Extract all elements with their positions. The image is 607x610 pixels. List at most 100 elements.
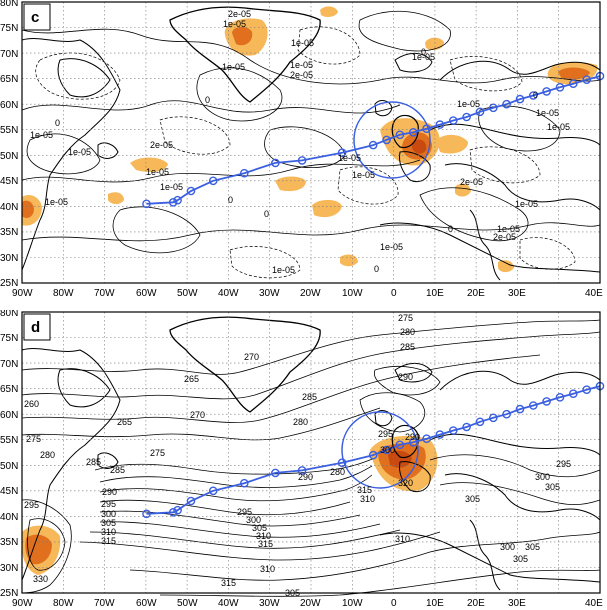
contour-label: 290 xyxy=(298,472,313,482)
y-tick-label: 65N xyxy=(0,384,18,395)
y-tick-label: 75N xyxy=(0,23,18,34)
panel-letter: d xyxy=(31,319,40,336)
storm-track-point xyxy=(448,426,458,435)
x-tick-label: 40E xyxy=(585,598,603,609)
panel-c-svg: 1e-05 2e-05 1e-05 1e-05 1e-05 2e-05 0 0 … xyxy=(0,0,605,299)
x-tick-label: 50W xyxy=(177,288,198,299)
storm-track-point xyxy=(337,458,347,467)
x-tick-label: 20W xyxy=(300,288,321,299)
storm-track-point xyxy=(271,158,280,168)
contour-label: 305 xyxy=(101,518,116,528)
storm-track-point xyxy=(422,434,431,443)
storm-track-point xyxy=(382,445,391,455)
contour-label: 1e-05 xyxy=(457,99,480,109)
x-tick-label: 20E xyxy=(467,288,485,299)
contour-label: 290 xyxy=(405,432,420,442)
y-tick-label: 80N xyxy=(0,0,18,9)
panel-letter: c xyxy=(31,9,39,26)
storm-track-point xyxy=(448,116,458,125)
contour-label: 1e-05 xyxy=(536,108,559,118)
y-tick-label: 25N xyxy=(0,278,18,289)
storm-track-point xyxy=(168,507,178,517)
contour-label: 2e-05 xyxy=(460,177,483,187)
contour-label: 1e-05 xyxy=(290,60,313,70)
y-tick-label: 75N xyxy=(0,333,18,344)
contour-label: 310 xyxy=(395,534,410,544)
y-tick-label: 70N xyxy=(0,359,18,370)
x-tick-label: 60W xyxy=(136,598,157,609)
storm-track-point xyxy=(173,195,182,205)
x-tick-label: 80W xyxy=(53,598,74,609)
storm-track-point xyxy=(462,112,471,122)
x-tick-label: 10E xyxy=(426,598,444,609)
storm-radius-circle xyxy=(353,101,431,179)
panel-letter-box: c xyxy=(23,3,51,31)
contour-label: 310 xyxy=(260,564,275,574)
contour-label: 1e-05 xyxy=(412,52,435,62)
x-tick-label: 80W xyxy=(53,288,74,299)
storm-track-point xyxy=(368,140,378,150)
map-frame xyxy=(21,311,601,594)
storm-track-point xyxy=(208,486,218,496)
storm-track-point xyxy=(142,509,151,519)
contour-label: 1e-05 xyxy=(272,265,295,275)
x-tick-label: 20E xyxy=(467,598,485,609)
contour-label: 305 xyxy=(252,523,267,533)
storm-track-point xyxy=(395,130,405,140)
contour-label: 0 xyxy=(533,90,538,100)
y-axis-labels: 80N 75N 70N 65N 60N 55N 50N 45N 40N 35N … xyxy=(0,0,18,289)
x-tick-label: 70W xyxy=(94,288,115,299)
storm-track-point xyxy=(555,83,565,92)
storm-track-point xyxy=(422,124,431,133)
contour-label: 1e-05 xyxy=(222,62,245,72)
y-tick-label: 40N xyxy=(0,202,18,213)
contour-label: 2e-05 xyxy=(150,140,173,150)
storm-track-point xyxy=(186,186,196,196)
contour-label: 0 xyxy=(228,195,233,205)
y-tick-label: 70N xyxy=(0,49,18,60)
x-tick-label: 10W xyxy=(342,288,363,299)
y-tick-label: 30N xyxy=(0,253,18,264)
y-tick-label: 45N xyxy=(0,176,18,187)
contour-label: 300 xyxy=(101,509,116,519)
y-tick-label: 65N xyxy=(0,74,18,85)
contour-label: 1e-05 xyxy=(497,224,520,234)
contour-label: 1e-05 xyxy=(160,182,183,192)
x-tick-label: 40W xyxy=(218,598,239,609)
storm-track-point xyxy=(435,430,445,439)
x-tick-label: 10E xyxy=(426,288,444,299)
contour-label: 265 xyxy=(117,417,132,427)
y-tick-label: 40N xyxy=(0,512,18,523)
contour-label: 1e-05 xyxy=(338,153,361,163)
contour-label: 275 xyxy=(398,313,413,323)
storm-track-line xyxy=(146,385,601,515)
x-tick-label: 40W xyxy=(218,288,239,299)
contour-label: 0 xyxy=(55,118,60,128)
contour-label: 0 xyxy=(264,209,269,219)
contour-label: 285 xyxy=(302,392,317,402)
x-tick-label: 60W xyxy=(136,288,157,299)
panel-d-map: 275 280 285 270 265 260 265 270 290 275 … xyxy=(0,310,607,610)
storm-track-point xyxy=(488,413,498,423)
contour-label: 295 xyxy=(237,507,252,517)
contour-label: 310 xyxy=(101,527,116,537)
contour-label: 2e-05 xyxy=(228,9,251,19)
storm-track-point xyxy=(542,87,551,96)
storm-track-point xyxy=(502,99,511,109)
x-tick-label: 90W xyxy=(12,598,33,609)
contour-label: 295 xyxy=(556,459,571,469)
contour-label: 0 xyxy=(205,95,210,105)
contour-label: 305 xyxy=(465,494,480,504)
contour-label: 315 xyxy=(258,539,273,549)
y-axis-labels: 80N 75N 70N 65N 60N 55N 50N 45N 40N 35N … xyxy=(0,310,18,599)
x-tick-label: 30E xyxy=(508,598,526,609)
contour-label: 285 xyxy=(400,342,415,352)
storm-track-point xyxy=(239,478,249,488)
storm-track-point xyxy=(297,156,307,165)
contour-label: 1e-05 xyxy=(547,122,570,132)
storm-track-point xyxy=(569,79,578,88)
storm-track-point xyxy=(173,505,182,515)
x-tick-label: 50W xyxy=(177,598,198,609)
panel-d-svg: 275 280 285 270 265 260 265 270 290 275 … xyxy=(0,310,605,609)
y-tick-label: 45N xyxy=(0,486,18,497)
